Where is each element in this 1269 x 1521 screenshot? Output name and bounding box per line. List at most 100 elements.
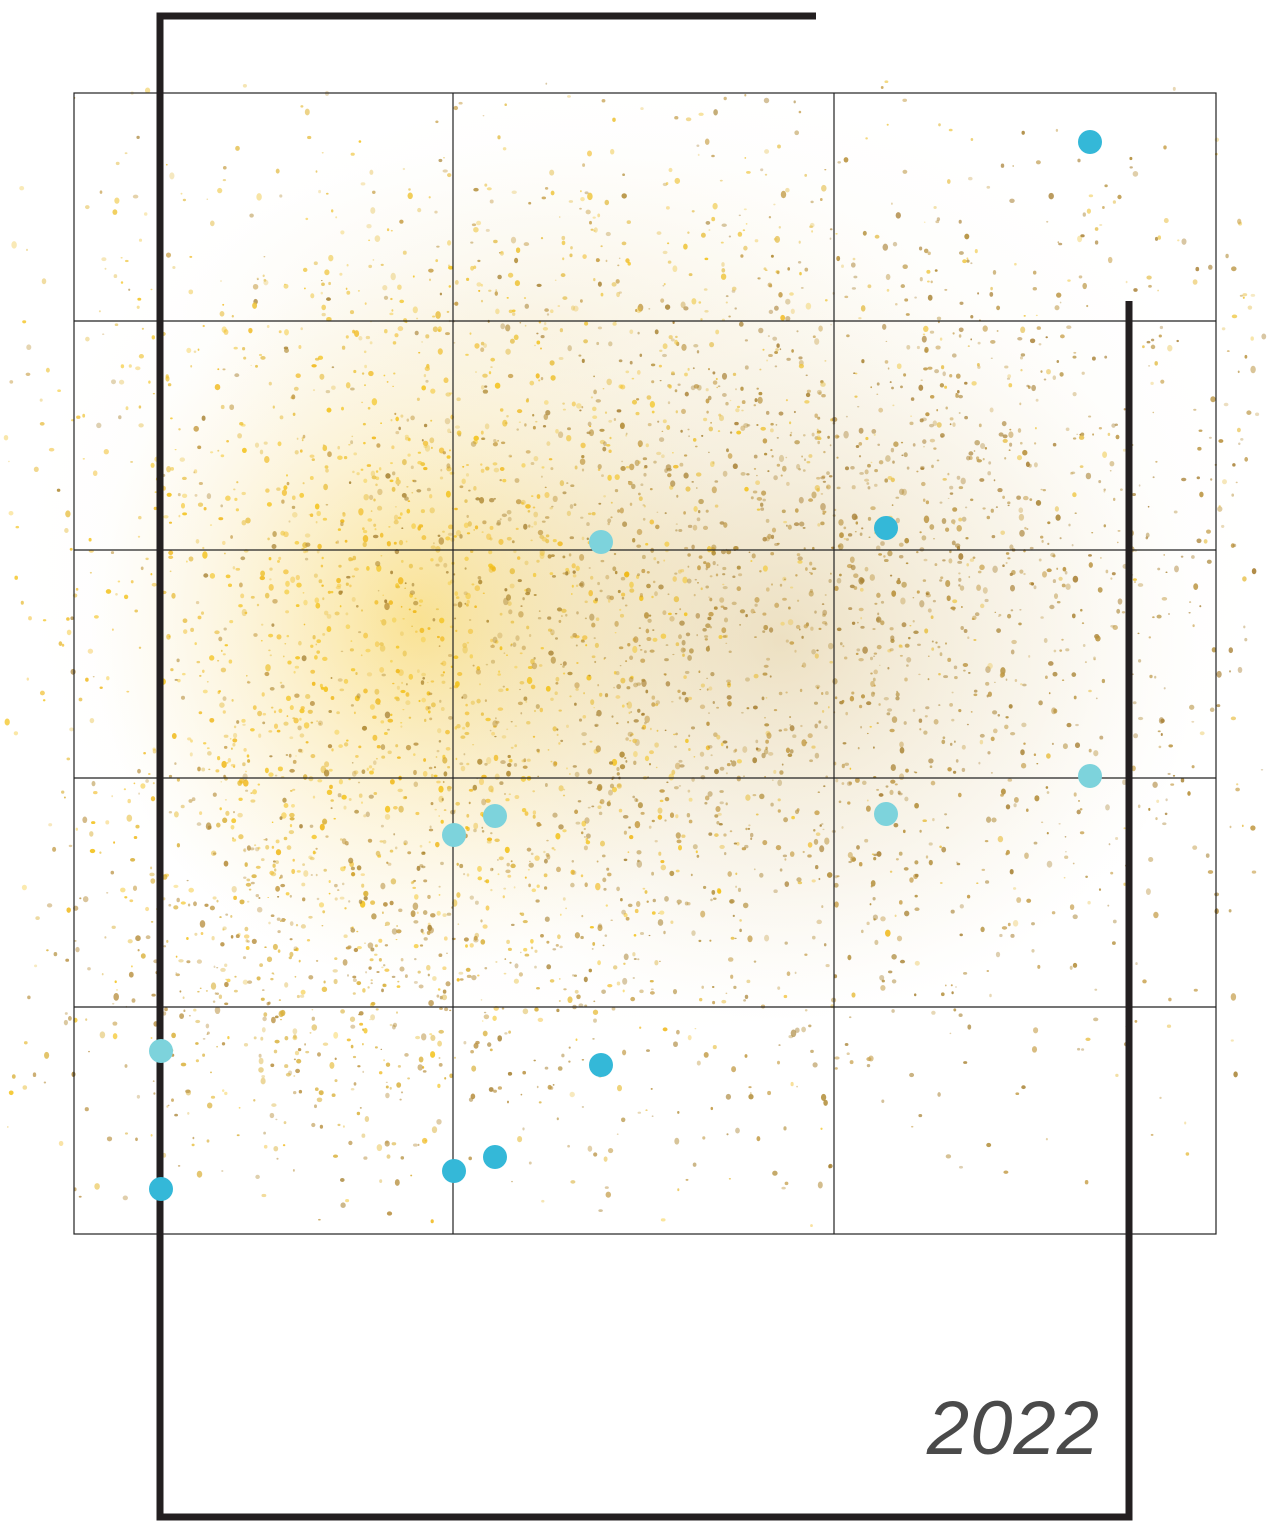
particle xyxy=(349,798,352,801)
particle xyxy=(429,841,431,843)
particle xyxy=(470,654,473,658)
particle xyxy=(556,944,559,947)
particle xyxy=(959,412,961,414)
particle xyxy=(508,1030,511,1033)
particle xyxy=(430,913,436,917)
particle xyxy=(744,94,746,97)
particle xyxy=(622,978,627,985)
particle xyxy=(469,789,474,792)
particle xyxy=(353,556,357,561)
particle xyxy=(764,453,767,456)
particle xyxy=(1225,254,1228,258)
particle xyxy=(361,402,363,404)
particle xyxy=(315,603,320,609)
particle xyxy=(522,597,524,600)
particle xyxy=(344,679,348,684)
particle xyxy=(779,226,781,229)
particle xyxy=(466,278,469,281)
particle xyxy=(640,659,645,663)
particle xyxy=(856,445,859,448)
particle xyxy=(456,863,458,866)
particle xyxy=(486,905,490,910)
particle xyxy=(1231,993,1236,1001)
particle xyxy=(224,1092,227,1095)
particle xyxy=(891,387,894,390)
particle xyxy=(473,486,476,491)
particle xyxy=(529,1161,532,1164)
particle xyxy=(327,626,332,632)
particle xyxy=(1242,576,1247,581)
particle xyxy=(1006,804,1010,809)
particle xyxy=(128,289,130,291)
particle xyxy=(343,934,347,938)
particle xyxy=(860,626,864,629)
particle xyxy=(52,847,56,852)
particle xyxy=(438,556,443,562)
particle xyxy=(686,117,692,121)
particle xyxy=(94,615,99,618)
particle xyxy=(766,587,770,591)
particle xyxy=(535,421,537,423)
particle xyxy=(817,686,819,689)
particle xyxy=(658,913,660,914)
particle xyxy=(977,366,980,369)
particle xyxy=(669,871,674,876)
particle xyxy=(850,768,852,770)
particle xyxy=(494,755,499,761)
particle xyxy=(442,994,448,1000)
particle xyxy=(610,784,614,789)
particle xyxy=(218,517,223,520)
particle xyxy=(649,519,654,524)
particle xyxy=(307,939,310,942)
particle xyxy=(1104,356,1107,359)
particle xyxy=(174,1114,178,1117)
particle xyxy=(729,651,732,654)
particle xyxy=(585,882,588,887)
particle xyxy=(167,493,172,497)
particle xyxy=(560,328,563,332)
particle xyxy=(338,565,341,568)
particle xyxy=(832,678,837,684)
particle xyxy=(438,886,440,888)
particle xyxy=(1148,285,1152,288)
particle xyxy=(519,689,521,690)
particle xyxy=(917,346,920,349)
particle xyxy=(559,216,561,218)
particle xyxy=(724,97,727,100)
particle xyxy=(788,1035,793,1038)
particle xyxy=(649,935,651,936)
particle xyxy=(296,1059,301,1064)
particle xyxy=(497,1035,502,1041)
particle xyxy=(915,961,920,966)
particle xyxy=(920,467,924,470)
particle xyxy=(835,875,838,878)
particle xyxy=(313,796,315,799)
particle xyxy=(494,736,496,737)
particle xyxy=(599,693,602,697)
particle xyxy=(492,1016,496,1021)
particle xyxy=(787,971,791,976)
particle xyxy=(821,493,824,495)
particle xyxy=(842,645,844,647)
particle xyxy=(669,168,673,172)
particle xyxy=(640,932,644,935)
particle xyxy=(256,894,260,897)
particle xyxy=(959,220,962,224)
particle xyxy=(798,356,802,359)
particle xyxy=(648,423,652,426)
particle xyxy=(922,535,927,540)
particle xyxy=(646,443,649,447)
particle xyxy=(260,570,265,576)
particle xyxy=(199,811,202,815)
particle xyxy=(897,936,902,942)
particle xyxy=(433,542,435,544)
particle xyxy=(429,1033,432,1035)
particle xyxy=(232,886,237,893)
particle xyxy=(628,851,630,853)
particle xyxy=(641,812,645,815)
particle xyxy=(880,541,885,546)
particle xyxy=(594,724,598,727)
particle xyxy=(746,171,751,174)
particle xyxy=(982,869,986,871)
particle xyxy=(431,774,434,778)
